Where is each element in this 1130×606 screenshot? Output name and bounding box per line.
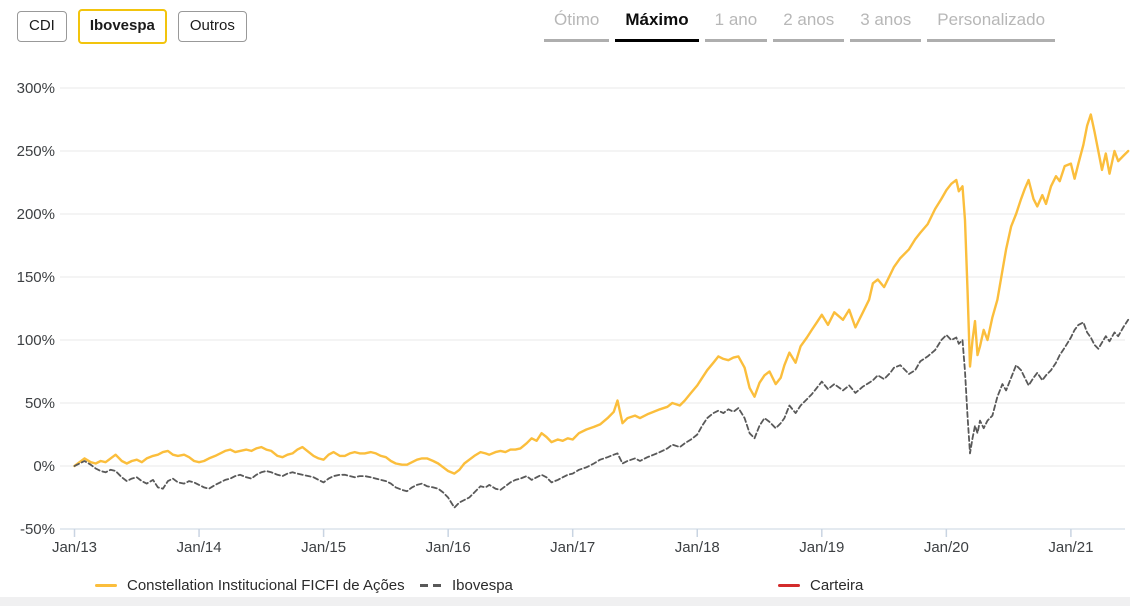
legend-item-carteira: Carteira [778, 577, 863, 594]
svg-text:Jan/17: Jan/17 [550, 539, 595, 556]
svg-text:Jan/13: Jan/13 [52, 539, 97, 556]
tab-otimo[interactable]: Ótimo [544, 8, 610, 42]
tab-3-anos[interactable]: 3 anos [850, 8, 922, 42]
benchmark-button-outros[interactable]: Outros [177, 11, 247, 42]
series-line-constellation-institucional-ficfi-de-a-es [73, 113, 1130, 475]
svg-text:Jan/16: Jan/16 [426, 539, 471, 556]
legend-item-constellation: Constellation Institucional FICFI de Açõ… [95, 577, 405, 594]
svg-text:250%: 250% [17, 143, 55, 160]
svg-text:200%: 200% [17, 206, 55, 223]
legend-label: Carteira [810, 577, 864, 594]
gridlines [60, 87, 1125, 530]
next-section-edge [0, 597, 1130, 606]
svg-text:150%: 150% [17, 269, 55, 286]
svg-text:0%: 0% [33, 458, 55, 475]
benchmark-button-ibovespa[interactable]: Ibovespa [77, 9, 167, 44]
tab-personalizado[interactable]: Personalizado [927, 8, 1056, 42]
tab-1-ano[interactable]: 1 ano [704, 8, 768, 42]
svg-text:50%: 50% [25, 395, 55, 412]
svg-text:Jan/20: Jan/20 [924, 539, 969, 556]
svg-text:Jan/14: Jan/14 [177, 539, 222, 556]
svg-text:Jan/21: Jan/21 [1048, 539, 1093, 556]
svg-text:100%: 100% [17, 332, 55, 349]
legend-label: Ibovespa [452, 577, 513, 594]
legend-label: Constellation Institucional FICFI de Açõ… [127, 577, 405, 594]
svg-text:Jan/18: Jan/18 [675, 539, 720, 556]
benchmark-buttons: CDI Ibovespa Outros [17, 9, 247, 44]
svg-text:Jan/15: Jan/15 [301, 539, 346, 556]
solid-line-swatch-icon [778, 584, 800, 587]
svg-text:Jan/19: Jan/19 [799, 539, 844, 556]
chart-legend: Constellation Institucional FICFI de Açõ… [0, 577, 1130, 595]
period-tabs: Ótimo Máximo 1 ano 2 anos 3 anos Persona… [544, 8, 1056, 42]
dashed-line-swatch-icon [420, 584, 442, 587]
tab-maximo[interactable]: Máximo [615, 8, 699, 42]
solid-line-swatch-icon [95, 584, 117, 587]
series-line-ibovespa [73, 318, 1130, 509]
tab-2-anos[interactable]: 2 anos [773, 8, 845, 42]
benchmark-button-cdi[interactable]: CDI [17, 11, 67, 42]
svg-text:300%: 300% [17, 80, 55, 97]
y-axis-labels: 300% 250% 200% 150% 100% 50% 0% -50% [17, 80, 55, 538]
svg-text:-50%: -50% [20, 521, 55, 538]
x-axis: Jan/13 Jan/14 Jan/15 Jan/16 Jan/17 Jan/18 Jan/… [52, 529, 1093, 556]
legend-item-ibovespa: Ibovespa [420, 577, 513, 594]
